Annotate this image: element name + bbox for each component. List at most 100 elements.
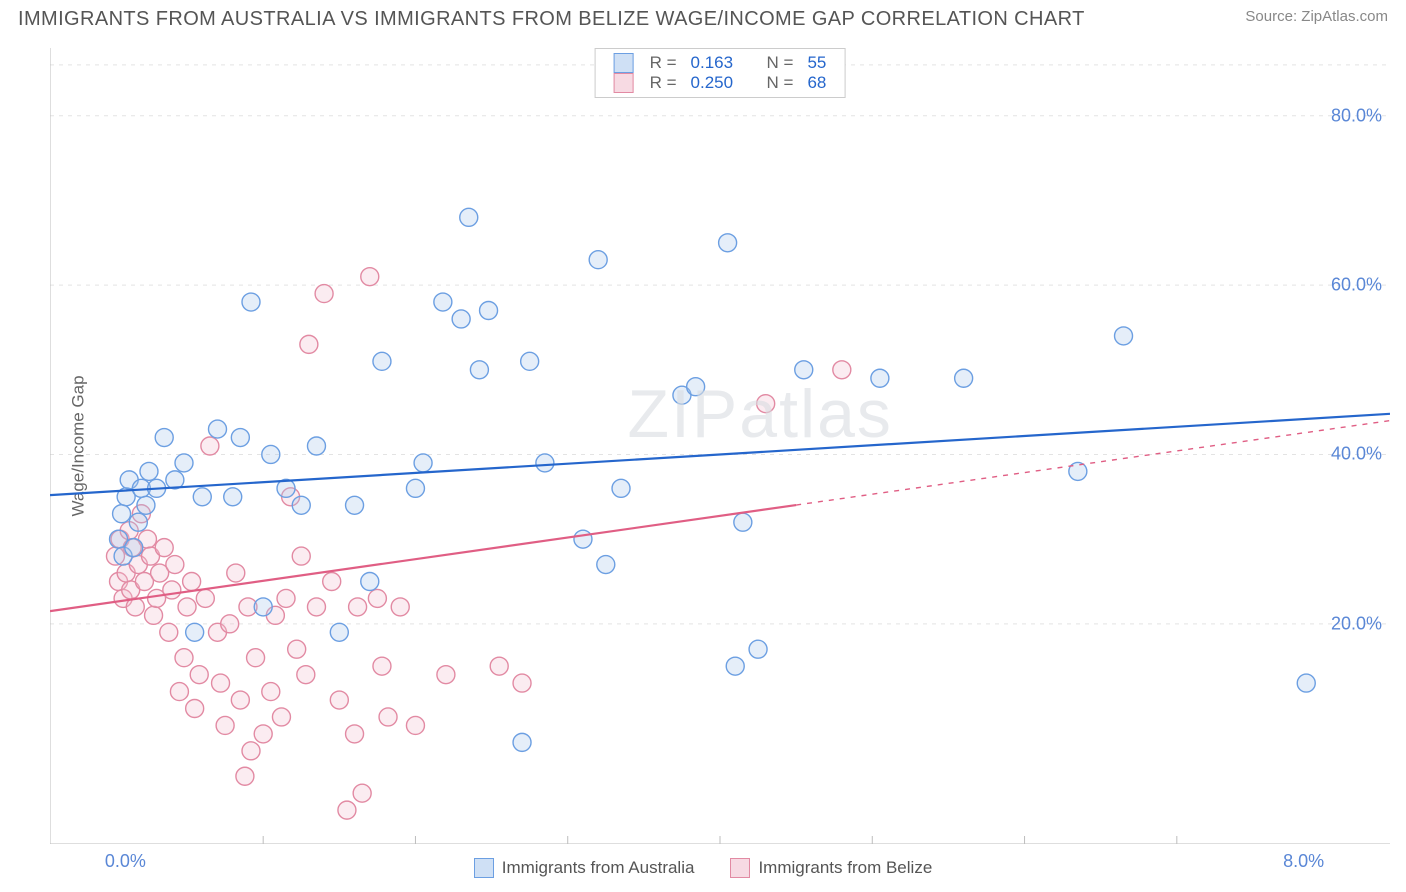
scatter-point-belize — [166, 556, 184, 574]
scatter-point-belize — [242, 742, 260, 760]
y-tick-label: 80.0% — [1331, 105, 1382, 126]
scatter-plot-svg — [50, 48, 1390, 844]
source-label: Source: ZipAtlas.com — [1245, 8, 1388, 25]
scatter-point-australia — [307, 437, 325, 455]
scatter-point-australia — [434, 293, 452, 311]
scatter-point-australia — [1069, 462, 1087, 480]
r-value-belize: 0.250 — [691, 73, 747, 93]
scatter-point-australia — [795, 361, 813, 379]
scatter-point-australia — [871, 369, 889, 387]
y-tick-label: 20.0% — [1331, 613, 1382, 634]
scatter-point-australia — [242, 293, 260, 311]
scatter-point-australia — [346, 496, 364, 514]
scatter-point-australia — [470, 361, 488, 379]
scatter-point-belize — [323, 572, 341, 590]
scatter-point-belize — [330, 691, 348, 709]
scatter-point-belize — [201, 437, 219, 455]
scatter-point-belize — [262, 683, 280, 701]
legend-row-australia: R = 0.163 N = 55 — [614, 53, 827, 73]
y-tick-label: 40.0% — [1331, 444, 1382, 465]
scatter-point-australia — [231, 429, 249, 447]
source-link[interactable]: ZipAtlas.com — [1301, 8, 1388, 25]
source-prefix: Source: — [1245, 8, 1301, 25]
scatter-point-belize — [292, 547, 310, 565]
n-value-australia: 55 — [807, 53, 826, 73]
scatter-point-belize — [513, 674, 531, 692]
r-label: R = — [650, 53, 677, 73]
scatter-point-australia — [113, 505, 131, 523]
scatter-point-belize — [373, 657, 391, 675]
swatch-australia — [474, 858, 494, 878]
scatter-point-australia — [597, 556, 615, 574]
scatter-point-australia — [125, 539, 143, 557]
scatter-point-belize — [145, 606, 163, 624]
trend-line-belize-dashed — [796, 421, 1390, 505]
scatter-point-belize — [300, 335, 318, 353]
scatter-point-australia — [460, 208, 478, 226]
scatter-point-australia — [414, 454, 432, 472]
legend-item-belize: Immigrants from Belize — [730, 858, 932, 878]
scatter-point-belize — [183, 572, 201, 590]
scatter-point-belize — [216, 716, 234, 734]
scatter-point-australia — [734, 513, 752, 531]
chart-area: ZIPatlas R = 0.163 N = 55 R = 0.250 N = … — [50, 48, 1390, 844]
scatter-point-belize — [833, 361, 851, 379]
scatter-point-belize — [297, 666, 315, 684]
scatter-point-australia — [140, 462, 158, 480]
scatter-point-australia — [129, 513, 147, 531]
scatter-point-belize — [379, 708, 397, 726]
scatter-point-belize — [196, 589, 214, 607]
scatter-point-belize — [277, 589, 295, 607]
scatter-point-australia — [186, 623, 204, 641]
n-label: N = — [767, 53, 794, 73]
scatter-point-belize — [490, 657, 508, 675]
scatter-point-australia — [536, 454, 554, 472]
scatter-point-belize — [212, 674, 230, 692]
scatter-point-belize — [338, 801, 356, 819]
scatter-point-australia — [209, 420, 227, 438]
scatter-point-belize — [155, 539, 173, 557]
scatter-point-australia — [224, 488, 242, 506]
scatter-point-belize — [288, 640, 306, 658]
scatter-point-australia — [373, 352, 391, 370]
swatch-belize — [730, 858, 750, 878]
scatter-point-australia — [452, 310, 470, 328]
scatter-point-belize — [170, 683, 188, 701]
scatter-point-australia — [330, 623, 348, 641]
scatter-point-belize — [349, 598, 367, 616]
scatter-point-australia — [719, 234, 737, 252]
r-value-australia: 0.163 — [691, 53, 747, 73]
scatter-point-australia — [1297, 674, 1315, 692]
y-tick-label: 60.0% — [1331, 275, 1382, 296]
scatter-point-australia — [361, 572, 379, 590]
scatter-point-belize — [272, 708, 290, 726]
scatter-point-australia — [726, 657, 744, 675]
scatter-point-australia — [574, 530, 592, 548]
scatter-point-australia — [513, 733, 531, 751]
scatter-point-belize — [227, 564, 245, 582]
scatter-point-belize — [186, 700, 204, 718]
scatter-point-belize — [254, 725, 272, 743]
series-legend: Immigrants from Australia Immigrants fro… — [0, 858, 1406, 878]
scatter-point-australia — [406, 479, 424, 497]
scatter-point-belize — [178, 598, 196, 616]
scatter-point-belize — [315, 285, 333, 303]
scatter-point-belize — [221, 615, 239, 633]
scatter-point-belize — [236, 767, 254, 785]
scatter-point-belize — [406, 716, 424, 734]
scatter-point-belize — [247, 649, 265, 667]
scatter-point-australia — [254, 598, 272, 616]
scatter-point-belize — [757, 395, 775, 413]
scatter-point-belize — [307, 598, 325, 616]
scatter-point-belize — [353, 784, 371, 802]
scatter-point-australia — [1115, 327, 1133, 345]
legend-label-australia: Immigrants from Australia — [502, 858, 695, 878]
scatter-point-australia — [955, 369, 973, 387]
scatter-point-australia — [292, 496, 310, 514]
legend-row-belize: R = 0.250 N = 68 — [614, 73, 827, 93]
scatter-point-belize — [163, 581, 181, 599]
scatter-point-australia — [749, 640, 767, 658]
trend-line-belize — [50, 505, 796, 611]
scatter-point-australia — [175, 454, 193, 472]
n-label: N = — [767, 73, 794, 93]
